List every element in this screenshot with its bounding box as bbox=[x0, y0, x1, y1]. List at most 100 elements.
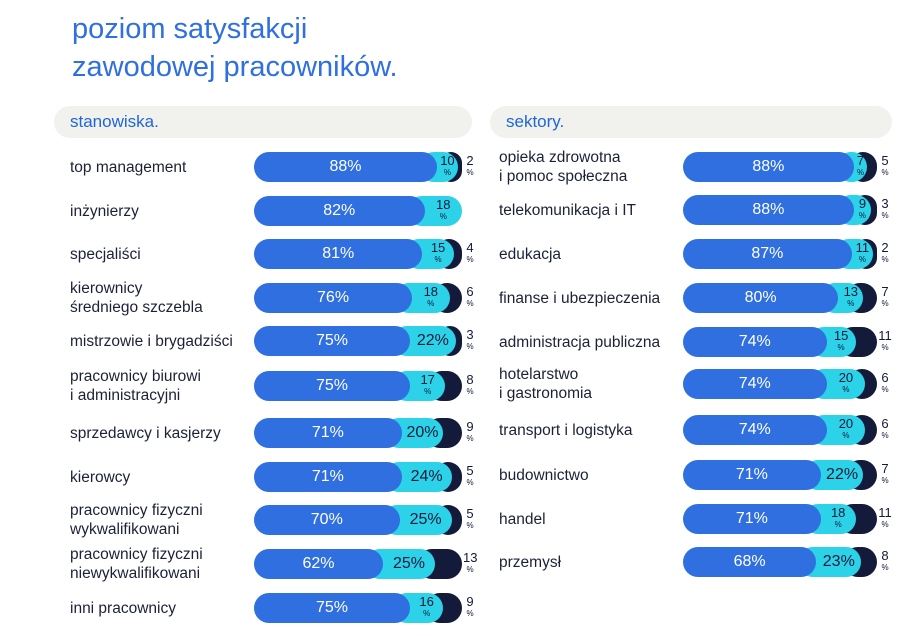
bar-satisfied bbox=[254, 326, 410, 356]
value-label-neutral: 18% bbox=[423, 284, 439, 309]
bar-satisfied bbox=[254, 152, 438, 182]
value-label-dissatisfied: 7% bbox=[881, 284, 889, 309]
value-label-neutral: 22% bbox=[826, 466, 859, 483]
value-label-satisfied: 71% bbox=[311, 468, 344, 485]
bar-satisfied bbox=[683, 504, 821, 534]
value-label-neutral: 18% bbox=[436, 197, 451, 222]
value-label-neutral: 16% bbox=[419, 594, 434, 619]
category-label: opieka zdrowotna i pomoc społeczna bbox=[499, 149, 628, 185]
category-label: specjaliści bbox=[70, 245, 141, 263]
bar-satisfied bbox=[683, 327, 827, 357]
bar-satisfied bbox=[683, 460, 821, 490]
value-label-dissatisfied: 6% bbox=[881, 416, 889, 441]
category-label: budownictwo bbox=[499, 466, 589, 484]
bar-satisfied bbox=[254, 505, 400, 535]
value-label-satisfied: 71% bbox=[311, 424, 344, 441]
category-label: administracja publiczna bbox=[499, 333, 661, 351]
category-label: pracownicy fizyczni wykwalifikowani bbox=[70, 502, 203, 538]
category-label: pracownicy biurowi i administracyjni bbox=[70, 368, 201, 404]
category-label: finanse i ubezpieczenia bbox=[499, 289, 661, 307]
bar-satisfied bbox=[254, 549, 383, 579]
value-label-satisfied: 70% bbox=[310, 511, 343, 528]
section-header-positions-label: stanowiska. bbox=[70, 112, 159, 131]
category-label: telekomunikacja i IT bbox=[499, 201, 636, 219]
value-label-satisfied: 74% bbox=[738, 333, 771, 350]
value-label-neutral: 15% bbox=[833, 328, 849, 353]
value-label-dissatisfied: 4% bbox=[466, 240, 474, 265]
value-label-dissatisfied: 5% bbox=[466, 506, 474, 531]
bar-satisfied bbox=[254, 371, 410, 401]
value-label-dissatisfied: 7% bbox=[881, 461, 889, 486]
bar-satisfied bbox=[683, 547, 817, 577]
value-label-satisfied: 75% bbox=[315, 332, 349, 349]
category-label: edukacja bbox=[499, 245, 562, 263]
value-label-neutral: 15% bbox=[430, 240, 446, 265]
value-label-satisfied: 71% bbox=[735, 510, 768, 527]
category-label: inni pracownicy bbox=[70, 599, 176, 617]
value-label-satisfied: 76% bbox=[317, 289, 350, 306]
value-label-satisfied: 82% bbox=[323, 202, 356, 219]
category-label: top management bbox=[70, 158, 187, 176]
value-label-dissatisfied: 5% bbox=[881, 153, 889, 178]
category-label: kierowcy bbox=[70, 468, 131, 486]
value-label-dissatisfied: 6% bbox=[881, 370, 889, 395]
value-label-dissatisfied: 11% bbox=[878, 505, 892, 530]
value-label-satisfied: 80% bbox=[744, 289, 777, 306]
bar-satisfied bbox=[683, 369, 827, 399]
category-label: sprzedawcy i kasjerzy bbox=[70, 424, 221, 442]
category-label: handel bbox=[499, 510, 546, 528]
bar-satisfied bbox=[254, 196, 425, 226]
value-label-satisfied: 71% bbox=[735, 466, 768, 483]
value-label-neutral: 11% bbox=[855, 240, 870, 265]
value-label-dissatisfied: 2% bbox=[466, 153, 474, 178]
category-label: inżynierzy bbox=[70, 202, 139, 220]
title-line-2: zawodowej pracowników. bbox=[72, 51, 398, 83]
category-label: mistrzowie i brygadziści bbox=[70, 332, 233, 350]
value-label-dissatisfied: 13% bbox=[463, 550, 478, 575]
value-label-dissatisfied: 9% bbox=[466, 419, 474, 444]
bar-satisfied bbox=[683, 283, 839, 313]
value-label-dissatisfied: 8% bbox=[466, 372, 474, 397]
value-label-satisfied: 74% bbox=[738, 375, 771, 392]
value-label-satisfied: 81% bbox=[322, 245, 355, 262]
value-label-dissatisfied: 3% bbox=[881, 196, 889, 221]
value-label-satisfied: 74% bbox=[738, 421, 771, 438]
category-label: kierownicy średniego szczebla bbox=[70, 280, 203, 316]
page-title: poziom satysfakcji zawodowej pracowników… bbox=[72, 10, 398, 86]
value-label-satisfied: 87% bbox=[751, 245, 784, 262]
value-label-neutral: 25% bbox=[409, 511, 442, 528]
category-label: pracownicy fizyczni niewykwalifikowani bbox=[70, 546, 203, 582]
value-label-neutral: 20% bbox=[838, 416, 854, 441]
value-label-neutral: 20% bbox=[838, 370, 854, 395]
bar-satisfied bbox=[254, 418, 402, 448]
value-label-dissatisfied: 9% bbox=[466, 594, 474, 619]
value-label-satisfied: 62% bbox=[302, 555, 335, 572]
bar-satisfied bbox=[254, 283, 413, 313]
section-header-sectors-label: sektory. bbox=[506, 112, 565, 131]
section-header-sectors: sektory. bbox=[490, 106, 892, 138]
value-label-neutral: 9% bbox=[858, 196, 867, 221]
section-header-positions: stanowiska. bbox=[54, 106, 472, 138]
value-label-neutral: 13% bbox=[843, 284, 859, 309]
bar-satisfied bbox=[254, 462, 402, 492]
value-label-neutral: 18% bbox=[830, 505, 846, 530]
value-label-neutral: 24% bbox=[410, 468, 443, 485]
bar-satisfied bbox=[683, 195, 854, 225]
value-label-neutral: 25% bbox=[392, 555, 425, 572]
value-label-neutral: 20% bbox=[406, 424, 439, 441]
value-label-satisfied: 75% bbox=[315, 599, 349, 616]
value-label-dissatisfied: 3% bbox=[466, 327, 474, 352]
value-label-dissatisfied: 11% bbox=[878, 328, 892, 353]
category-label: przemysł bbox=[499, 553, 562, 571]
value-label-neutral: 7% bbox=[856, 153, 865, 178]
value-label-neutral: 10% bbox=[440, 153, 455, 178]
value-label-dissatisfied: 6% bbox=[466, 284, 474, 309]
value-label-neutral: 17% bbox=[420, 372, 435, 397]
bar-satisfied bbox=[254, 239, 423, 269]
value-label-dissatisfied: 8% bbox=[881, 548, 889, 573]
category-label: transport i logistyka bbox=[499, 421, 633, 439]
value-label-satisfied: 68% bbox=[733, 553, 766, 570]
value-label-satisfied: 88% bbox=[752, 201, 785, 218]
